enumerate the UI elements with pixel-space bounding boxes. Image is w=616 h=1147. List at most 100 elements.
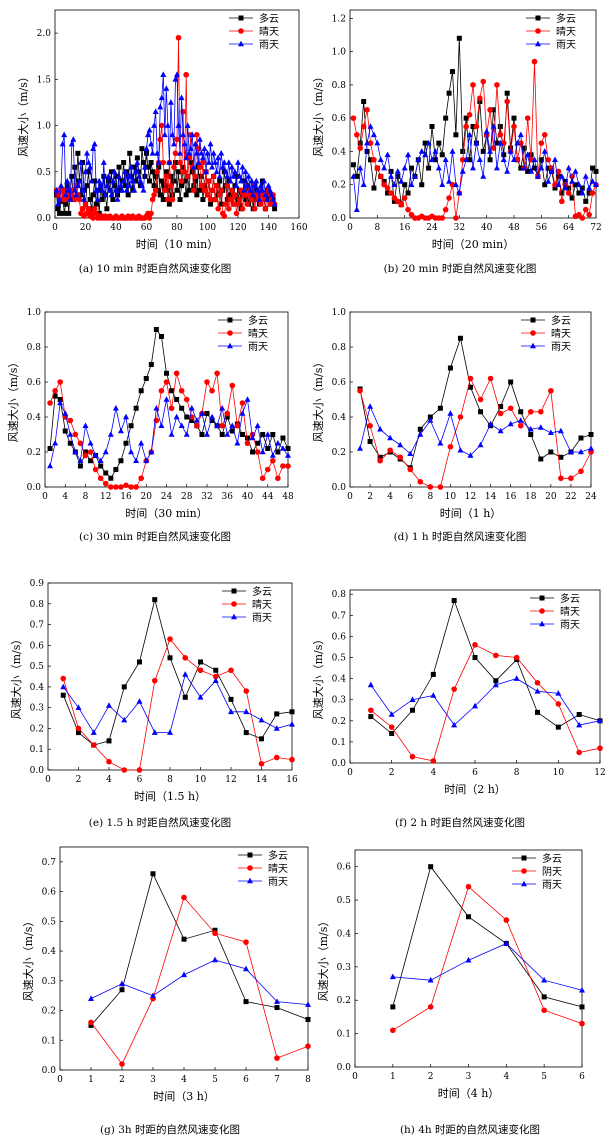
series-1 xyxy=(390,883,585,1034)
data-point xyxy=(230,173,237,179)
data-point xyxy=(221,159,228,165)
data-point xyxy=(228,163,235,170)
series-line xyxy=(49,373,288,488)
data-point xyxy=(57,399,64,406)
data-point xyxy=(178,422,185,429)
data-point xyxy=(176,169,182,175)
data-point xyxy=(387,434,394,441)
data-point xyxy=(374,139,381,146)
data-point xyxy=(289,709,295,715)
data-point xyxy=(357,387,363,394)
y-tick-label: 1.2 xyxy=(332,14,346,24)
data-point xyxy=(541,1007,547,1014)
data-point xyxy=(255,440,261,446)
data-point xyxy=(457,446,464,453)
data-point xyxy=(234,439,241,446)
data-point xyxy=(135,173,142,179)
data-point xyxy=(195,159,202,165)
data-point xyxy=(102,448,109,455)
data-point xyxy=(541,994,547,1000)
data-point xyxy=(117,182,124,188)
data-point xyxy=(492,681,499,688)
data-point xyxy=(126,182,133,188)
chart-c: 0 4 8 12 16 20 24 28 32 36 40 44 480.00.20.40.60.81.… xyxy=(6,308,294,543)
x-tick-label: 6 xyxy=(472,768,478,778)
data-point xyxy=(215,154,222,161)
data-point xyxy=(548,168,555,174)
data-point xyxy=(239,205,246,212)
data-point xyxy=(204,192,211,198)
data-point xyxy=(137,177,144,184)
data-point xyxy=(507,420,514,427)
data-point xyxy=(437,484,444,490)
series-line xyxy=(90,896,309,1065)
x-tick-label: 36 xyxy=(222,492,234,502)
data-point xyxy=(121,160,127,166)
data-point xyxy=(562,178,568,184)
x-tick-label: 24 xyxy=(585,492,597,502)
y-tick-label: 0.6 xyxy=(42,888,57,898)
x-tick-label: 2 xyxy=(76,775,82,785)
data-point xyxy=(538,164,545,171)
data-point xyxy=(61,131,68,138)
data-point xyxy=(221,213,228,219)
data-point xyxy=(409,753,416,760)
data-point xyxy=(173,413,180,420)
data-point xyxy=(224,431,231,437)
data-point xyxy=(241,192,247,198)
data-point xyxy=(182,178,188,184)
legend-label: 晴天 xyxy=(268,862,288,875)
data-point xyxy=(525,168,531,174)
data-point xyxy=(451,721,458,728)
data-point xyxy=(52,393,58,399)
x-tick-label: 0 xyxy=(347,768,353,778)
x-tick-label: 28 xyxy=(181,492,193,502)
data-point xyxy=(92,178,98,184)
data-point xyxy=(89,206,95,212)
data-point xyxy=(541,976,548,983)
figure-caption: (c) 30 min 时距自然风速变化图 xyxy=(79,530,231,543)
data-point xyxy=(149,149,156,156)
data-point xyxy=(232,192,238,198)
data-point xyxy=(583,198,589,204)
y-tick-label: 0.7 xyxy=(42,858,57,868)
data-point xyxy=(367,403,374,409)
data-point xyxy=(209,418,215,423)
data-point xyxy=(497,427,504,434)
data-point xyxy=(91,205,98,212)
data-point xyxy=(468,384,473,390)
data-point xyxy=(178,387,185,394)
data-point xyxy=(578,468,584,475)
legend-label: 雨天 xyxy=(551,342,571,353)
data-point xyxy=(213,168,220,175)
x-tick-label: 4 xyxy=(181,1075,187,1085)
data-point xyxy=(511,123,517,130)
series-0 xyxy=(60,597,295,748)
data-point xyxy=(244,396,251,402)
legend-marker xyxy=(247,865,253,871)
data-point xyxy=(524,115,531,121)
data-point xyxy=(207,140,214,147)
data-point xyxy=(209,187,215,194)
x-tick-label: 0 xyxy=(352,1072,358,1082)
data-point xyxy=(419,182,425,188)
x-tick-label: 10 xyxy=(553,768,565,778)
data-point xyxy=(177,149,184,156)
data-point xyxy=(427,1004,434,1010)
legend-marker xyxy=(227,330,233,336)
data-point xyxy=(174,187,180,193)
data-point xyxy=(225,159,232,165)
data-point xyxy=(116,164,122,170)
data-point xyxy=(78,192,84,198)
data-point xyxy=(360,123,367,130)
data-point xyxy=(76,196,83,203)
x-tick-label: 6 xyxy=(579,1072,585,1082)
data-point xyxy=(160,197,166,203)
series-1 xyxy=(357,375,594,490)
data-point xyxy=(58,187,64,194)
data-point xyxy=(504,90,510,96)
data-point xyxy=(439,181,446,188)
legend-label: 多云 xyxy=(560,592,580,605)
x-axis-label: 时间（4 h） xyxy=(438,1087,500,1100)
